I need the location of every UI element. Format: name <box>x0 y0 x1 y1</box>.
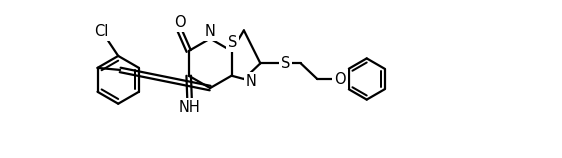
Text: S: S <box>228 35 237 50</box>
Text: S: S <box>281 56 290 71</box>
Text: N: N <box>246 74 257 89</box>
Text: Cl: Cl <box>94 24 108 39</box>
Text: N: N <box>205 24 216 39</box>
Text: O: O <box>174 15 185 30</box>
Text: NH: NH <box>179 100 201 115</box>
Text: O: O <box>334 72 346 86</box>
